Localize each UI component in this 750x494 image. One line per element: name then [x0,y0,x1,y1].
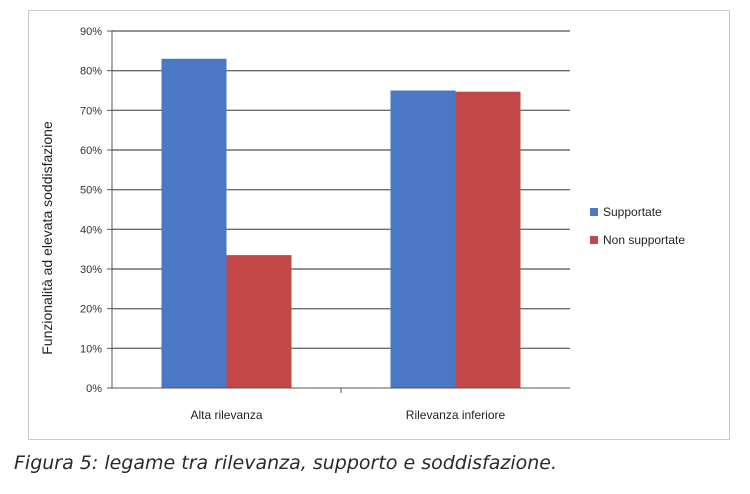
chart-frame [28,10,730,440]
figure-caption: Figura 5: legame tra rilevanza, supporto… [14,452,558,474]
legend-entry: Non supportate [603,233,685,247]
bars [161,58,521,389]
axes: 0% 10% 20% 30% 40% 50% 60% 70% 80% 90% Alta rileva… [80,26,570,422]
x-category-label: Rilevanza inferiore [406,408,506,422]
y-tick-label: 30% [80,264,102,276]
legend-entry: Supportate [603,205,662,219]
legend-swatch [590,236,598,244]
y-tick-label: 20% [80,304,102,316]
y-axis-label: Funzionalità ad elevata soddisfazione [39,121,55,355]
y-tick-label: 40% [80,224,102,236]
bar-non-supportate-1 [226,255,292,388]
bar-supportate-1 [161,58,227,389]
y-tick-label: 70% [80,105,102,117]
bar-supportate-2 [390,90,456,388]
legend-swatch [590,208,598,216]
y-tick-label: 90% [80,26,102,38]
y-tick-label: 50% [80,185,102,197]
legend: Supportate Non supportate [590,205,685,247]
x-category-label: Alta rilevanza [190,408,262,422]
y-tick-label: 10% [80,343,102,355]
y-tick-label: 0% [86,383,102,395]
bar-chart: 0% 10% 20% 30% 40% 50% 60% 70% 80% 90% Alta rileva… [39,26,685,422]
y-tick-label: 80% [80,66,102,78]
bar-non-supportate-2 [455,91,521,388]
y-tick-label: 60% [80,145,102,157]
